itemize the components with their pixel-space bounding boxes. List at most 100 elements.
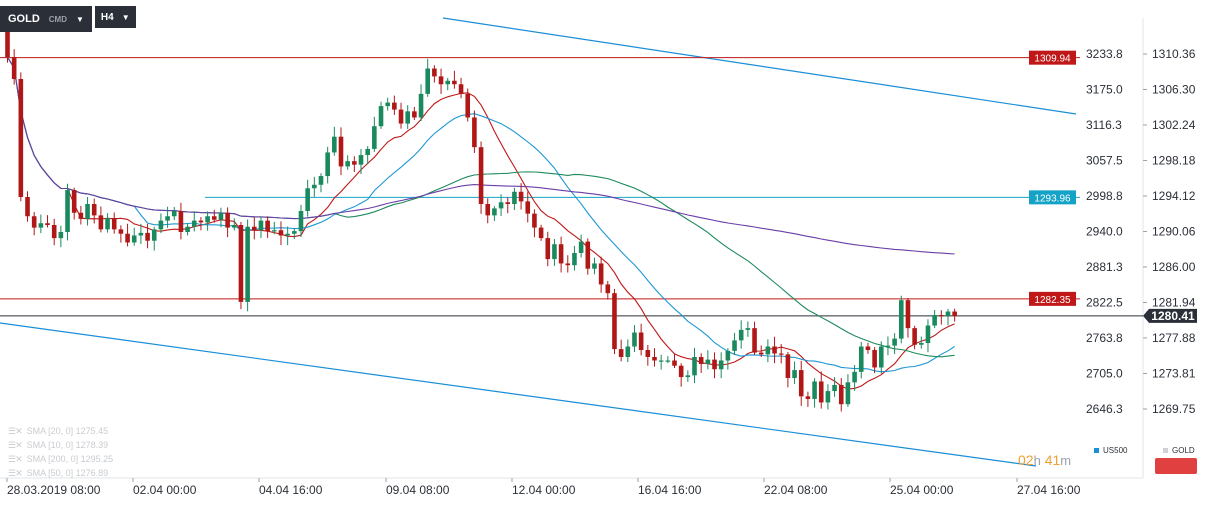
candle-body — [165, 216, 170, 221]
candle-body — [885, 345, 891, 347]
us500-legend[interactable]: US500 — [1094, 446, 1127, 455]
sma-10-line — [7, 56, 955, 390]
time-axis-label: 16.04 16:00 — [638, 483, 702, 497]
candle-body — [5, 26, 10, 58]
price-level-label: 1309.94 — [1034, 54, 1071, 65]
candle-body — [325, 152, 330, 177]
candle-body — [151, 229, 157, 241]
candle-body — [458, 84, 464, 94]
price-level-label: 1282.35 — [1034, 295, 1071, 306]
left-axis-label: 3175.0 — [1086, 82, 1123, 96]
candle-body — [672, 360, 677, 366]
indicator-settings-icon[interactable]: ☰✕ — [8, 426, 23, 436]
candle-body — [285, 233, 290, 236]
sma-legend-item: SMA [200, 0] 1295.25 — [26, 454, 114, 464]
candle-body — [918, 343, 924, 345]
indicator-settings-icon[interactable]: ☰✕ — [8, 440, 23, 450]
candle-body — [465, 93, 471, 118]
right-axis-label: 1306.30 — [1152, 82, 1196, 96]
candle-body — [85, 204, 90, 219]
candle-body — [251, 226, 257, 231]
candle-body — [678, 365, 684, 378]
candle-body — [145, 232, 150, 241]
candle-body — [685, 375, 691, 378]
candle-body — [78, 212, 84, 219]
candle-body — [292, 231, 297, 234]
left-axis-label: 2940.0 — [1086, 224, 1123, 238]
candles — [5, 22, 957, 412]
candle-body — [905, 300, 911, 329]
timeframe-selector[interactable]: H4 ▼ — [94, 6, 136, 28]
right-axis-label: 1277.88 — [1152, 331, 1196, 345]
candle-body — [538, 227, 544, 239]
candle-body — [845, 382, 851, 405]
candle-body — [65, 190, 70, 232]
right-axis-label: 1302.24 — [1152, 118, 1196, 132]
right-axis-label: 1286.00 — [1152, 260, 1196, 274]
right-axis-label: 1298.18 — [1152, 153, 1196, 167]
sma-20-line — [7, 56, 955, 373]
right-axis-label: 1273.81 — [1152, 367, 1196, 381]
candle-body — [772, 346, 777, 354]
time-axis-label: 09.04 08:00 — [386, 483, 450, 497]
symbol-selector[interactable]: GOLD CMD ▼ — [0, 6, 92, 32]
indicator-legend: ☰✕ SMA [20, 0] 1275.45 ☰✕ SMA [10, 0] 1278… — [8, 424, 113, 480]
candle-body — [31, 216, 37, 228]
candle-body — [638, 332, 644, 350]
candle-body — [925, 325, 931, 344]
candle-countdown: 02h 41m — [1018, 452, 1071, 468]
timeframe-label: H4 — [100, 11, 114, 23]
gold-legend[interactable]: GOLD — [1163, 446, 1195, 455]
indicator-settings-icon[interactable]: ☰✕ — [8, 468, 23, 478]
candle-body — [472, 117, 477, 148]
channel-upper-line — [442, 17, 1077, 115]
candle-body — [478, 147, 484, 205]
candle-body — [665, 360, 671, 362]
candle-body — [412, 111, 417, 118]
candle-body — [792, 370, 797, 378]
candle-body — [432, 68, 437, 77]
gold-label: GOLD — [1172, 446, 1195, 455]
moving-averages — [7, 56, 955, 390]
candle-body — [512, 191, 517, 205]
left-axis-label: 3116.3 — [1086, 118, 1122, 132]
candle-body — [38, 223, 44, 228]
sma-legend-item: SMA [50, 0] 1276.89 — [26, 468, 109, 478]
indicator-settings-icon[interactable]: ☰✕ — [8, 454, 23, 464]
candle-body — [712, 359, 717, 370]
candle-body — [265, 220, 270, 232]
candle-body — [125, 233, 130, 243]
candle-body — [138, 232, 144, 236]
axes — [0, 18, 1147, 482]
time-axis-label: 25.04 00:00 — [890, 483, 954, 497]
candle-body — [812, 381, 817, 399]
candle-body — [452, 80, 457, 85]
right-axis-label: 1310.36 — [1152, 47, 1196, 61]
candle-body — [225, 212, 230, 228]
candle-body — [598, 263, 604, 285]
candle-body — [405, 111, 410, 124]
candle-body — [898, 300, 904, 339]
candle-body — [945, 311, 951, 316]
candle-body — [605, 284, 611, 294]
candle-body — [18, 79, 24, 198]
axis-labels: 1310.36 3233.8 1306.30 3175.0 1302.24 3116.3 1… — [7, 47, 1196, 497]
candle-body — [585, 241, 591, 269]
candle-body — [372, 126, 377, 149]
candle-body — [545, 238, 551, 260]
candle-body — [312, 184, 317, 189]
candle-body — [338, 136, 344, 167]
candle-body — [358, 155, 364, 165]
candle-body — [332, 136, 337, 153]
candle-body — [652, 356, 657, 361]
time-axis-label: 27.04 16:00 — [1017, 483, 1081, 497]
candle-body — [305, 188, 310, 212]
candle-body — [865, 346, 871, 350]
left-axis-label: 2705.0 — [1086, 367, 1123, 381]
countdown-minutes: 41 — [1044, 452, 1061, 468]
candle-body — [825, 391, 831, 403]
candle-body — [558, 244, 564, 264]
us500-label: US500 — [1103, 446, 1128, 455]
candle-body — [778, 353, 784, 355]
